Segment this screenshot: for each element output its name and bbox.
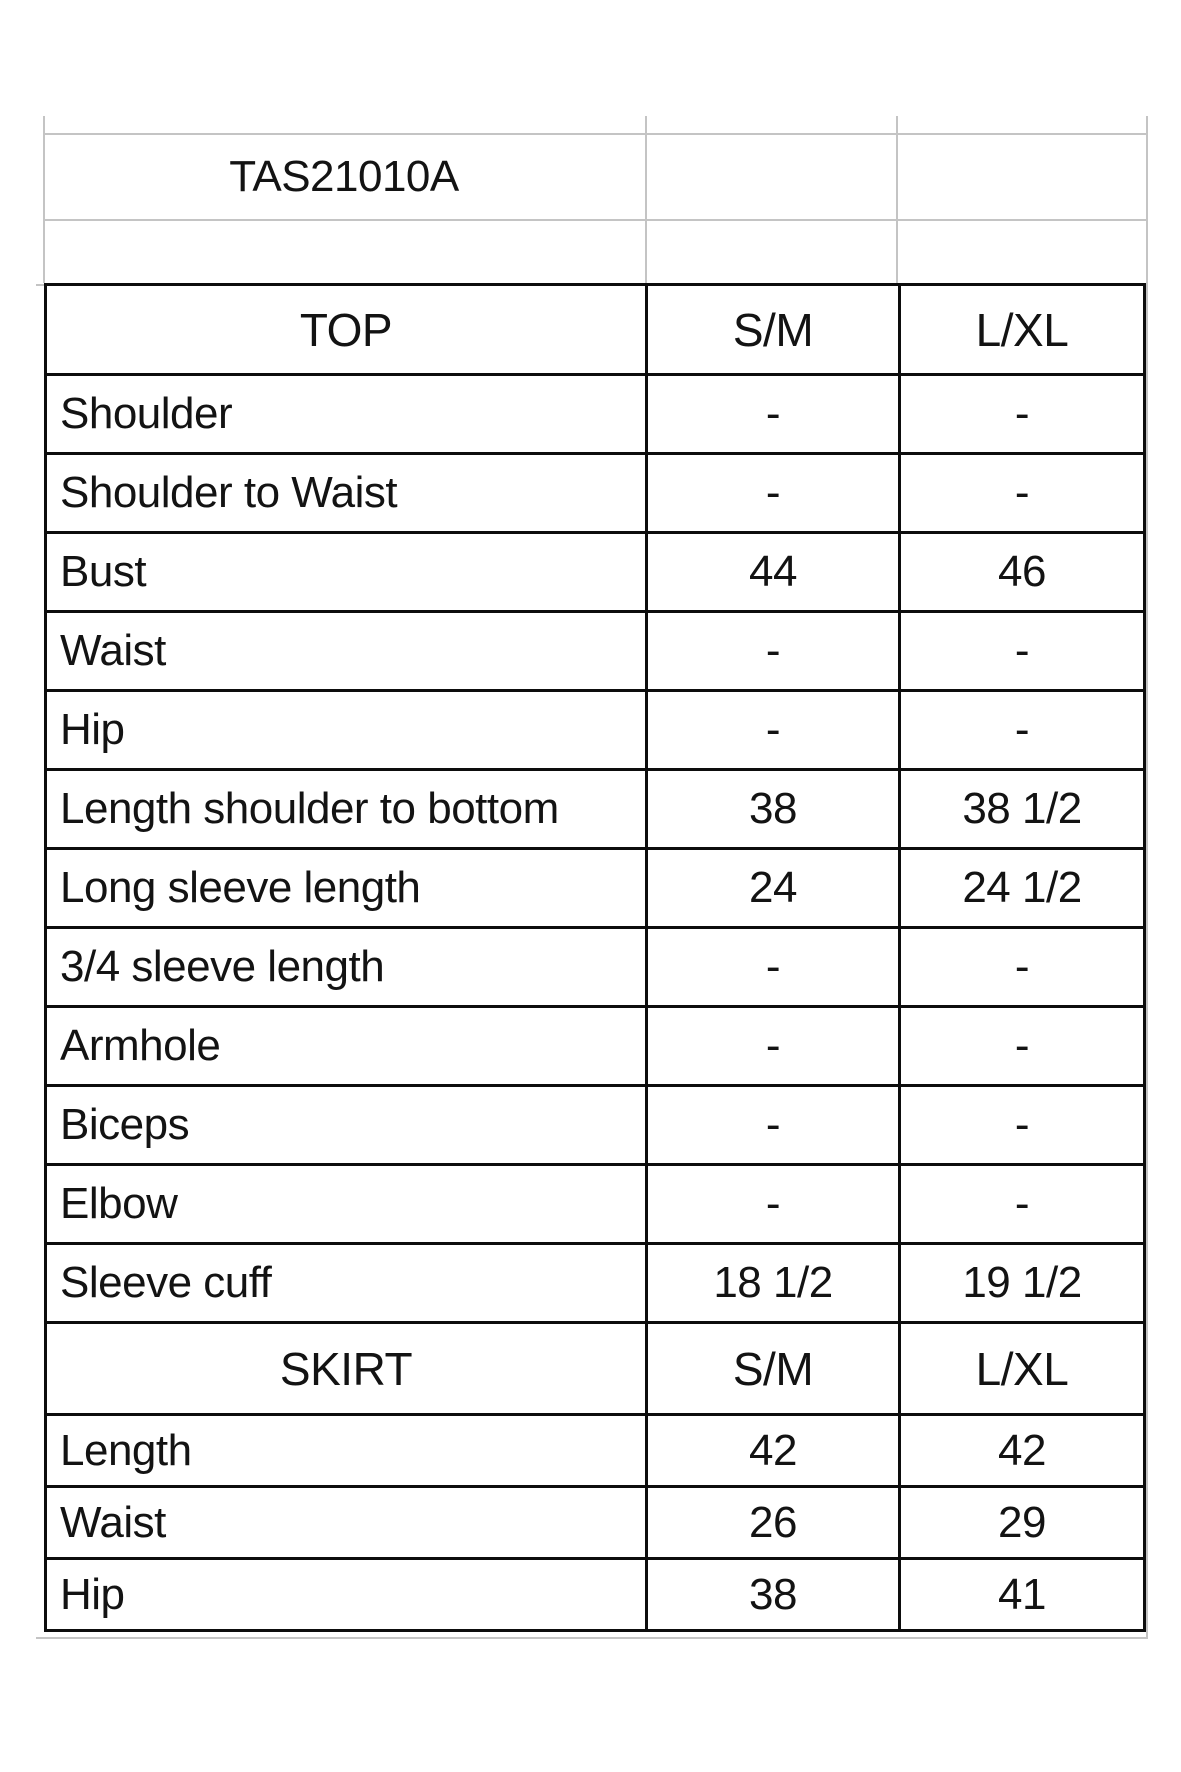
row-value-sm: 18 1/2 — [645, 1242, 901, 1324]
row-value-sm: - — [645, 689, 901, 771]
row-value-sm: - — [645, 452, 901, 534]
skirt-size-col-lxl: L/XL — [898, 1321, 1146, 1416]
table-row-hip: Hip - - — [44, 689, 1146, 771]
row-label: 3/4 sleeve length — [44, 926, 648, 1008]
row-value-sm: - — [645, 1005, 901, 1087]
top-section-header-row: TOP S/M L/XL — [44, 283, 1146, 376]
row-value-lxl: 38 1/2 — [898, 768, 1146, 850]
table-row-biceps: Biceps - - — [44, 1084, 1146, 1166]
table-row-shoulder: Shoulder - - — [44, 373, 1146, 455]
skirt-size-col-sm: S/M — [645, 1321, 901, 1416]
row-value-lxl: - — [898, 1005, 1146, 1087]
skirt-section-title: SKIRT — [44, 1321, 648, 1416]
row-value-sm: - — [645, 1163, 901, 1245]
row-label: Waist — [44, 610, 648, 692]
row-label: Shoulder — [44, 373, 648, 455]
row-label: Armhole — [44, 1005, 648, 1087]
top-size-col-sm: S/M — [645, 283, 901, 376]
gridline-horizontal-below-table — [36, 1637, 1148, 1639]
table-row-skirt-hip: Hip 38 41 — [44, 1557, 1146, 1632]
top-size-col-lxl: L/XL — [898, 283, 1146, 376]
row-label: Hip — [44, 1557, 648, 1632]
row-label: Length — [44, 1413, 648, 1488]
row-value-sm: 38 — [645, 768, 901, 850]
row-value-lxl: - — [898, 1163, 1146, 1245]
gridline-vertical-left — [43, 116, 45, 283]
product-code: TAS21010A — [229, 152, 459, 201]
table-row-elbow: Elbow - - — [44, 1163, 1146, 1245]
row-label: Elbow — [44, 1163, 648, 1245]
row-value-lxl: 19 1/2 — [898, 1242, 1146, 1324]
table-row-length-shoulder-to-bottom: Length shoulder to bottom 38 38 1/2 — [44, 768, 1146, 850]
row-label: Shoulder to Waist — [44, 452, 648, 534]
size-chart-table: TOP S/M L/XL Shoulder - - Shoulder to Wa… — [44, 283, 1146, 1632]
row-value-lxl: - — [898, 689, 1146, 771]
row-label: Bust — [44, 531, 648, 613]
row-value-lxl: - — [898, 1084, 1146, 1166]
row-label: Biceps — [44, 1084, 648, 1166]
row-value-sm: 24 — [645, 847, 901, 929]
row-value-lxl: - — [898, 452, 1146, 534]
row-value-sm: 44 — [645, 531, 901, 613]
gridline-horizontal-middle — [43, 219, 1148, 221]
row-label: Sleeve cuff — [44, 1242, 648, 1324]
row-value-sm: - — [645, 926, 901, 1008]
row-value-sm: - — [645, 373, 901, 455]
table-row-sleeve-cuff: Sleeve cuff 18 1/2 19 1/2 — [44, 1242, 1146, 1324]
row-value-sm: 26 — [645, 1485, 901, 1560]
top-section-title: TOP — [44, 283, 648, 376]
row-value-lxl: 41 — [898, 1557, 1146, 1632]
row-value-lxl: - — [898, 610, 1146, 692]
row-value-lxl: - — [898, 926, 1146, 1008]
table-row-waist: Waist - - — [44, 610, 1146, 692]
gridline-horizontal-top — [43, 133, 1148, 135]
row-label: Hip — [44, 689, 648, 771]
row-label: Length shoulder to bottom — [44, 768, 648, 850]
row-value-sm: 42 — [645, 1413, 901, 1488]
gridline-vertical-right — [1146, 116, 1148, 1638]
table-row-skirt-waist: Waist 26 29 — [44, 1485, 1146, 1560]
row-value-sm: - — [645, 610, 901, 692]
table-row-skirt-length: Length 42 42 — [44, 1413, 1146, 1488]
row-value-sm: - — [645, 1084, 901, 1166]
row-value-lxl: 46 — [898, 531, 1146, 613]
row-value-lxl: 24 1/2 — [898, 847, 1146, 929]
table-row-three-quarter-sleeve-length: 3/4 sleeve length - - — [44, 926, 1146, 1008]
gridline-vertical-col2 — [896, 116, 898, 283]
row-value-lxl: 42 — [898, 1413, 1146, 1488]
row-value-sm: 38 — [645, 1557, 901, 1632]
table-row-shoulder-to-waist: Shoulder to Waist - - — [44, 452, 1146, 534]
skirt-section-header-row: SKIRT S/M L/XL — [44, 1321, 1146, 1416]
row-label: Long sleeve length — [44, 847, 648, 929]
table-row-armhole: Armhole - - — [44, 1005, 1146, 1087]
table-row-long-sleeve-length: Long sleeve length 24 24 1/2 — [44, 847, 1146, 929]
row-value-lxl: 29 — [898, 1485, 1146, 1560]
row-value-lxl: - — [898, 373, 1146, 455]
row-label: Waist — [44, 1485, 648, 1560]
table-row-bust: Bust 44 46 — [44, 531, 1146, 613]
gridline-vertical-col1 — [645, 116, 647, 283]
